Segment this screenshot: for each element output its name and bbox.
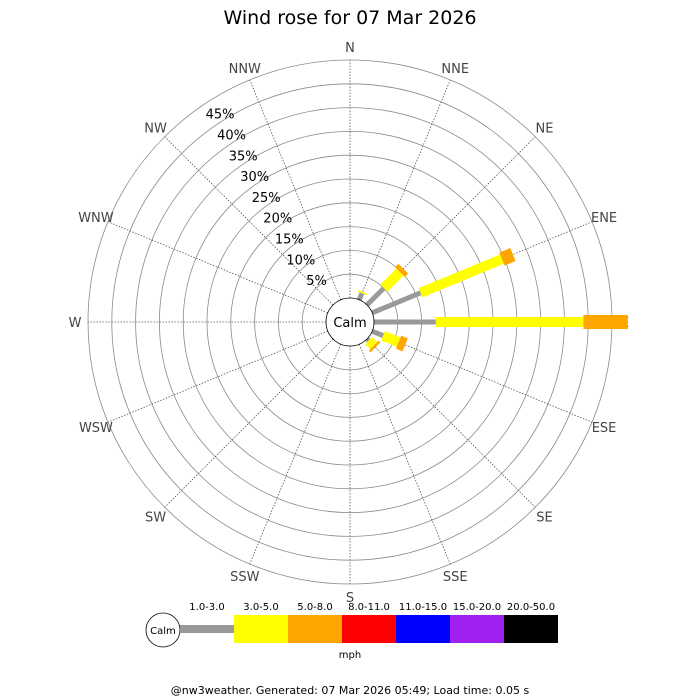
direction-label-sw: SW (145, 510, 166, 525)
chart-title: Wind rose for 07 Mar 2026 (223, 7, 476, 29)
bar-se-3.0-5.0 (365, 337, 378, 350)
direction-label-s: S (346, 591, 354, 606)
spoke-se (366, 338, 536, 508)
direction-label-ne: NE (535, 122, 553, 137)
direction-label-ene: ENE (591, 211, 617, 226)
bar-ese-5.0-8.0 (395, 335, 408, 352)
spoke-nne (358, 79, 451, 300)
legend-swatch-15.0-20.0 (450, 615, 504, 643)
legend-swatch-3.0-5.0 (234, 615, 288, 643)
spoke-ese (372, 330, 593, 423)
calm-circle (325, 297, 375, 347)
radial-tick-40: 40% (217, 128, 246, 143)
legend-swatch-5.0-8.0 (288, 615, 342, 643)
spoke-nw (164, 136, 334, 306)
legend-swatch-1.0-3.0 (180, 625, 234, 633)
legend-label-20.0-50.0: 20.0-50.0 (507, 602, 555, 613)
radial-tick-45: 45% (206, 108, 235, 123)
radial-tick-25: 25% (252, 191, 281, 206)
direction-label-n: N (345, 41, 355, 56)
bar-ese-1.0-3.0 (371, 328, 385, 339)
legend-swatch-11.0-15.0 (396, 615, 450, 643)
calm-label: Calm (333, 316, 366, 331)
direction-label-sse: SSE (443, 570, 468, 585)
radial-tick-labels: 5% 10% 15% 20% 25% 30% 35% 40% 45% (206, 108, 327, 290)
spoke-sse (358, 344, 451, 565)
speed-legend: Calm 1.0-3.0 3.0-5.0 5.0-8.0 8.0-11.0 11.0-1… (145, 602, 558, 648)
bar-nne-3.0-5.0 (357, 289, 368, 296)
legend-calm-label: Calm (150, 626, 176, 637)
legend-swatch-20.0-50.0 (504, 615, 558, 643)
radial-tick-5: 5% (306, 274, 327, 289)
spoke-nnw (249, 79, 342, 300)
radial-tick-10: 10% (286, 253, 315, 268)
bar-ene-3.0-5.0 (418, 254, 504, 298)
direction-label-wsw: WSW (79, 421, 113, 436)
direction-label-nnw: NNW (229, 62, 261, 77)
spoke-wnw (107, 221, 328, 314)
direction-label-ese: ESE (592, 421, 617, 436)
bar-ne-1.0-3.0 (365, 286, 386, 307)
legend-swatch-8.0-11.0 (342, 615, 396, 643)
legend-label-8.0-11.0: 8.0-11.0 (348, 602, 390, 613)
direction-labels: NNNENEENEEESESESSESSSWSWWSWWWNWNWNNW (69, 41, 630, 606)
direction-label-nne: NNE (441, 62, 469, 77)
legend-label-5.0-8.0: 5.0-8.0 (297, 602, 332, 613)
legend-label-1.0-3.0: 1.0-3.0 (189, 602, 224, 613)
legend-label-11.0-15.0: 11.0-15.0 (399, 602, 447, 613)
bar-ne-5.0-8.0 (395, 263, 409, 277)
radial-tick-20: 20% (263, 212, 292, 227)
direction-label-w: W (69, 316, 82, 331)
bar-ese-3.0-5.0 (381, 331, 401, 347)
legend-label-3.0-5.0: 3.0-5.0 (243, 602, 278, 613)
legend-units: mph (339, 650, 361, 661)
direction-label-nw: NW (144, 122, 167, 137)
bar-ene-5.0-8.0 (499, 248, 516, 266)
bar-ne-3.0-5.0 (380, 268, 404, 292)
radial-tick-15: 15% (275, 233, 304, 248)
direction-label-wnw: WNW (78, 211, 114, 226)
direction-label-se: SE (536, 510, 552, 525)
legend-label-15.0-20.0: 15.0-20.0 (453, 602, 501, 613)
footer-text: @nw3weather. Generated: 07 Mar 2026 05:4… (171, 684, 530, 697)
spoke-wsw (107, 330, 328, 423)
radial-tick-35: 35% (229, 149, 258, 164)
radial-tick-30: 30% (240, 170, 269, 185)
bar-se-5.0-8.0 (368, 340, 381, 353)
spoke-sw (164, 338, 334, 508)
calm-center: Calm (325, 297, 375, 347)
wind-bars (356, 248, 628, 353)
spoke-ssw (249, 344, 342, 565)
bar-nne-1.0-3.0 (356, 292, 365, 301)
bar-ene-1.0-3.0 (371, 290, 422, 316)
direction-label-ssw: SSW (230, 570, 260, 585)
